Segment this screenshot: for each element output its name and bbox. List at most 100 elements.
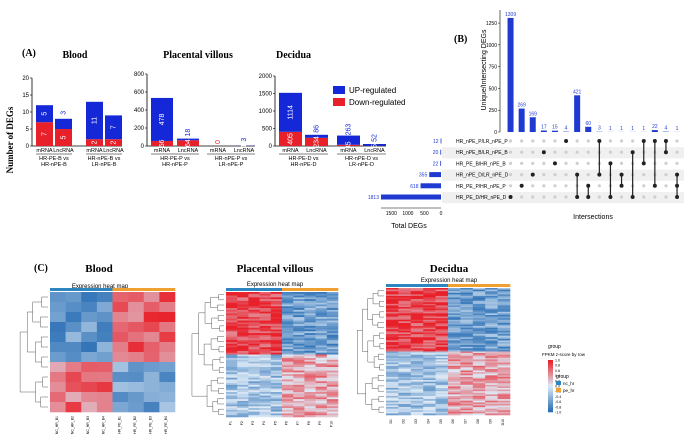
heatmap-cell	[326, 406, 339, 409]
bar-down	[36, 122, 53, 146]
heatmap-cell	[472, 353, 486, 355]
heatmap-cell	[497, 373, 511, 376]
heatmap-cell	[398, 365, 412, 368]
heatmap-group-cell	[282, 288, 294, 291]
heatmap-0: NC_HR_B1 NC_HR_B2 NC_HR_B3 NC_HR_B4 HR_PE_B1…	[19, 288, 176, 434]
dendrogram-branch	[206, 385, 213, 407]
heatmap-cell	[472, 388, 486, 390]
heatmap-cell	[398, 376, 412, 379]
dendrogram-branch	[371, 398, 379, 410]
heatmap-cell	[282, 333, 294, 336]
heatmap-cell	[293, 390, 305, 393]
heatmap-cell	[398, 319, 412, 322]
heatmap-cell	[96, 362, 113, 373]
heatmap-cell	[315, 343, 328, 346]
heatmap-cell	[410, 386, 424, 389]
heatmap-cell	[472, 334, 486, 336]
heatmap-cell	[304, 336, 316, 339]
heatmap-cell	[326, 379, 339, 382]
heatmap-cell	[435, 308, 449, 311]
heatmap-cell	[485, 365, 498, 368]
heatmap-cell	[472, 311, 486, 314]
dendrogram-branch	[212, 401, 219, 412]
heatmap-cell	[460, 364, 474, 367]
heatmap-cell	[293, 402, 305, 405]
heatmap-cell	[226, 363, 238, 366]
heatmap-cell	[270, 304, 283, 307]
heatmap-cell	[398, 364, 412, 367]
heatmap-cell	[326, 302, 339, 305]
heatmap-cell	[497, 348, 511, 351]
heatmap-cell	[50, 392, 66, 403]
dendrogram-branch	[372, 314, 380, 326]
heatmap-cell	[159, 372, 176, 383]
heatmap-cell	[259, 381, 272, 384]
heatmap-cell	[304, 338, 316, 341]
heatmap-dendrogram	[357, 290, 384, 413]
bar-up	[279, 92, 302, 132]
heatmap-cell	[282, 393, 294, 396]
heatmap-cell	[448, 391, 461, 394]
heatmap-cell	[326, 297, 339, 300]
heatmap-col-label: NC_HR_B3	[86, 416, 90, 434]
heatmap-cell	[423, 356, 436, 359]
heatmap-group-cell	[248, 288, 260, 291]
heatmap-cell	[460, 310, 474, 313]
y-tick-label: 200	[134, 126, 145, 132]
heatmap-col-label: NC_HR_B1	[55, 416, 59, 434]
heatmap-cell	[226, 358, 238, 361]
heatmap-cell	[472, 318, 486, 321]
heatmap-cell	[315, 392, 328, 395]
heatmap-cell	[435, 337, 449, 340]
heatmap-cell	[270, 324, 283, 327]
heatmap-cell	[237, 372, 249, 375]
heatmap-cell	[386, 291, 399, 294]
heatmap-cell	[448, 367, 461, 370]
dendrogram-branch	[218, 408, 224, 415]
heatmap-cell	[282, 293, 294, 296]
bar-down-label: 35	[345, 141, 352, 149]
heatmap-cell	[497, 389, 511, 392]
heatmap-cell	[423, 299, 436, 301]
heatmap-cell	[270, 413, 283, 416]
heatmap-cell	[497, 311, 511, 314]
heatmap-cell	[497, 403, 511, 406]
heatmap-cell	[472, 408, 486, 411]
heatmap-cell	[282, 338, 294, 341]
heatmap-cell	[435, 373, 449, 376]
heatmap-cell	[226, 400, 238, 404]
heatmap-col-label: P1	[229, 421, 233, 425]
heatmap-cell	[386, 307, 399, 309]
heatmap-cell	[398, 354, 412, 357]
heatmap-cell	[472, 330, 486, 333]
heatmap-cell	[248, 333, 260, 336]
panel-c-label: (C)	[34, 263, 48, 274]
heatmap-cell	[497, 376, 511, 379]
heatmap-cell	[326, 354, 339, 357]
heatmap-cell	[259, 324, 272, 327]
heatmap-cell	[435, 311, 449, 314]
heatmap-cell	[485, 299, 498, 301]
upset-bar-label: 17	[541, 125, 547, 131]
heatmap-cell	[485, 356, 498, 359]
heatmap-cell	[304, 333, 316, 336]
heatmap-cell	[423, 313, 436, 316]
heatmap-cell	[497, 356, 511, 359]
heatmap-cell	[159, 312, 176, 323]
heatmap-cell	[282, 304, 294, 307]
dendrogram-branch	[210, 297, 219, 308]
x-tick-label: mRNA	[36, 148, 53, 154]
heatmap-cell	[472, 294, 486, 297]
bar-down-label: 234	[313, 136, 320, 148]
heatmap-cell	[386, 340, 399, 343]
heatmap-cell	[315, 329, 328, 332]
heatmap-cell	[326, 325, 339, 329]
heatmap-cell	[423, 359, 436, 362]
heatmap-cell	[485, 394, 498, 397]
heatmap-cell	[315, 304, 328, 307]
heatmap-cell	[226, 402, 238, 405]
heatmap-cell	[248, 402, 260, 405]
heatmap-cell	[472, 291, 486, 294]
dendrogram-branch	[379, 364, 384, 371]
heatmap-cell	[460, 338, 474, 341]
